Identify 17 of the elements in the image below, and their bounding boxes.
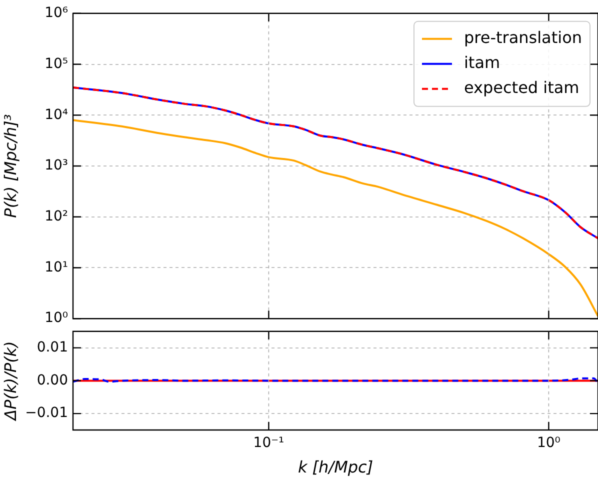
legend-label: pre-translation	[464, 28, 582, 48]
y-tick-label: 10⁴	[44, 106, 68, 123]
y-tick-label: 10²	[44, 208, 68, 225]
y-tick-label: 10³	[44, 158, 68, 174]
y-tick-label: 0.01	[36, 339, 68, 356]
y-axis-title: P(k) [Mpc/h]³	[0, 114, 20, 218]
y-axis-title: ΔP(k)/P(k)	[0, 341, 20, 422]
legend-label: itam	[464, 53, 500, 72]
x-tick-label: 10⁻¹	[253, 435, 284, 452]
x-axis-title: k [h/Mpc]	[298, 458, 374, 477]
y-tick-label: 10⁰	[44, 310, 68, 326]
y-tick-label: 10¹	[44, 259, 68, 276]
y-tick-label: 10⁶	[44, 5, 68, 22]
y-tick-label: 10⁵	[44, 56, 68, 72]
y-tick-label: 0.00	[36, 372, 68, 388]
legend-label: expected itam	[464, 78, 580, 98]
y-tick-label: −0.01	[25, 405, 68, 422]
